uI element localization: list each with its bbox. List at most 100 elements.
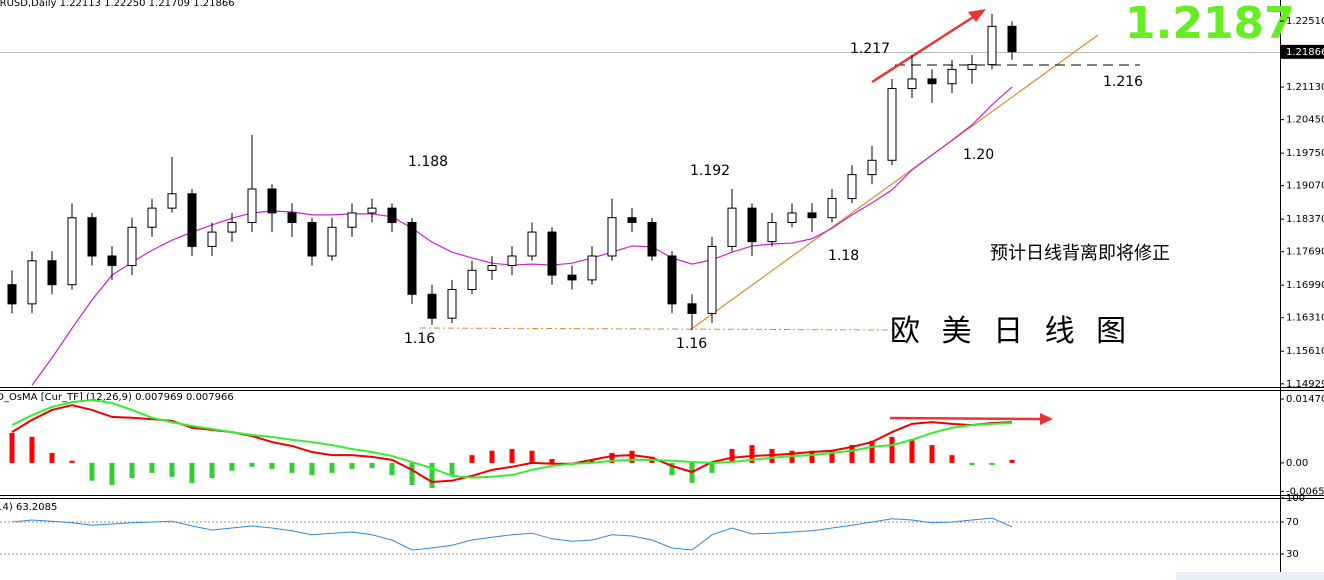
candle-body [547, 231, 557, 276]
candle-body [227, 221, 237, 233]
histogram-bar [109, 462, 115, 486]
y-tick-label: 1.21130 [1286, 82, 1324, 93]
arrow-head [968, 9, 986, 22]
histogram-bar [269, 462, 275, 469]
candle-body [167, 193, 177, 209]
candle-body [7, 284, 17, 305]
y-tick-label: 100 [1286, 493, 1305, 504]
y-tick-label: 1.18370 [1286, 214, 1324, 225]
candle-body [687, 303, 697, 314]
histogram-bar [489, 450, 495, 463]
histogram-bar [549, 458, 555, 463]
annotation: 1.16 [404, 331, 435, 347]
histogram-bar [429, 462, 435, 489]
histogram-bar [589, 460, 595, 463]
histogram-bar [89, 462, 95, 481]
histogram-bar [9, 432, 15, 463]
annotation: 1.192 [690, 163, 730, 179]
arrow [871, 12, 979, 84]
candle-body [767, 221, 777, 243]
histogram-bar [49, 452, 55, 463]
histogram-bar [629, 450, 635, 463]
annotation: 1.16 [676, 336, 707, 352]
histogram-bar [929, 445, 935, 463]
histogram-bar [289, 462, 295, 473]
candle-body [87, 217, 97, 257]
candle-body [667, 255, 677, 305]
histogram-bar [529, 450, 535, 463]
candle-body [407, 221, 417, 295]
y-tick-label: 30 [1286, 549, 1299, 560]
candle-body [447, 288, 457, 319]
candle-body [907, 78, 917, 90]
histogram-bar [349, 462, 355, 469]
candle-body [947, 68, 957, 85]
y-tick-label: -0.006567 [1286, 486, 1324, 497]
annotation: 1.216 [1103, 74, 1143, 90]
candle-body [627, 217, 637, 223]
histogram-bar [709, 462, 715, 473]
candle-body [827, 198, 837, 219]
histogram-bar [369, 462, 375, 469]
candle-body [467, 269, 477, 290]
candle-body [807, 212, 817, 219]
candle-body [287, 212, 297, 223]
candle-body [847, 174, 857, 200]
candle-body [987, 25, 997, 66]
candle-body [267, 188, 277, 214]
histogram-bar [29, 436, 35, 463]
histogram-bar [889, 436, 895, 463]
annotation: 欧 美 日 线 图 [890, 314, 1132, 349]
histogram-bar [989, 462, 995, 466]
histogram-bar [129, 462, 135, 479]
histogram-bar [729, 449, 735, 463]
candle-body [127, 226, 137, 267]
histogram-bar [869, 440, 875, 463]
histogram-bar [829, 449, 835, 463]
y-tick-label: 1.20450 [1286, 115, 1324, 126]
candle-body [567, 274, 577, 281]
candle-body [867, 159, 877, 176]
candle-body [787, 212, 797, 223]
candle-body [47, 260, 57, 286]
histogram-bar [229, 462, 235, 471]
current-price-label: 1.21866 [1286, 47, 1324, 58]
annotation: 预计日线背离即将修正 [990, 243, 1170, 264]
histogram-bar [809, 450, 815, 463]
histogram-bar [309, 462, 315, 476]
histogram-bar [209, 462, 215, 479]
histogram-bar [149, 462, 155, 473]
y-tick-label: 0.014709 [1286, 394, 1324, 405]
candle-body [507, 255, 517, 267]
candle-body [367, 207, 377, 214]
histogram-bar [169, 462, 175, 477]
candle-body [107, 255, 117, 267]
histogram-bar [189, 462, 195, 483]
annotation: 1.217 [850, 41, 890, 57]
histogram-bar [69, 460, 75, 463]
histogram-bar [409, 462, 415, 486]
panel-title: RSI(14) 63.2085 [0, 502, 57, 513]
candle-body [247, 188, 257, 223]
histogram-bar [749, 445, 755, 463]
y-tick-label: 70 [1286, 517, 1299, 528]
candle-body [647, 221, 657, 257]
histogram-bar [1009, 459, 1015, 463]
candle-body [67, 217, 77, 286]
candle-body [307, 221, 317, 257]
histogram-bar [949, 455, 955, 463]
candle-body [967, 64, 977, 70]
y-tick-label: 1.14929 [1286, 379, 1324, 390]
histogram-bar [249, 462, 255, 467]
chart-title: EURUSD,Daily 1.22113 1.22250 1.21709 1.2… [0, 0, 235, 9]
candle-body [27, 260, 37, 305]
candle-body [147, 207, 157, 228]
histogram-bar [469, 455, 475, 463]
candle-body [707, 245, 717, 314]
histogram-bar [329, 462, 335, 473]
trend-line [689, 34, 1099, 331]
rsi-line [11, 517, 1013, 551]
candle-body [487, 265, 497, 271]
y-tick-label: 1.19070 [1286, 181, 1324, 192]
